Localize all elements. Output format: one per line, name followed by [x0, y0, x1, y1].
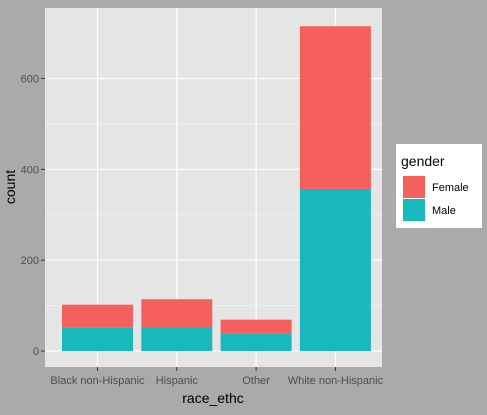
legend-key-female [403, 176, 425, 198]
legend-title: gender [401, 153, 445, 169]
bars [62, 26, 371, 351]
x-tick-label: Other [242, 375, 270, 387]
bar-male-hispanic [141, 326, 213, 351]
bar-male-black-non-hispanic [62, 327, 133, 351]
legend-label-female: Female [432, 182, 469, 194]
y-tick-label: 600 [21, 74, 39, 86]
x-tick-label: White non-Hispanic [288, 375, 384, 387]
bar-female-hispanic [141, 299, 213, 327]
legend: gender Female Male [396, 144, 482, 228]
legend-key-male [403, 199, 425, 221]
y-tick-label: 0 [33, 346, 39, 358]
legend-label-male: Male [432, 205, 456, 217]
y-axis-label: count [2, 170, 18, 204]
x-axis-label: race_ethc [182, 390, 243, 406]
bar-male-other [220, 333, 292, 351]
y-axis-ticks: 0 200 400 600 [21, 74, 45, 358]
y-tick-label: 200 [21, 255, 39, 267]
bar-female-other [220, 319, 292, 334]
bar-female-white-non-hispanic [299, 26, 371, 189]
bar-male-white-non-hispanic [299, 188, 371, 351]
x-tick-label: Black non-Hispanic [50, 375, 145, 387]
x-axis-ticks: Black non-Hispanic Hispanic Other White non… [50, 367, 384, 387]
bar-female-black-non-hispanic [62, 304, 133, 328]
x-tick-label: Hispanic [156, 375, 199, 387]
y-tick-label: 400 [21, 164, 39, 176]
